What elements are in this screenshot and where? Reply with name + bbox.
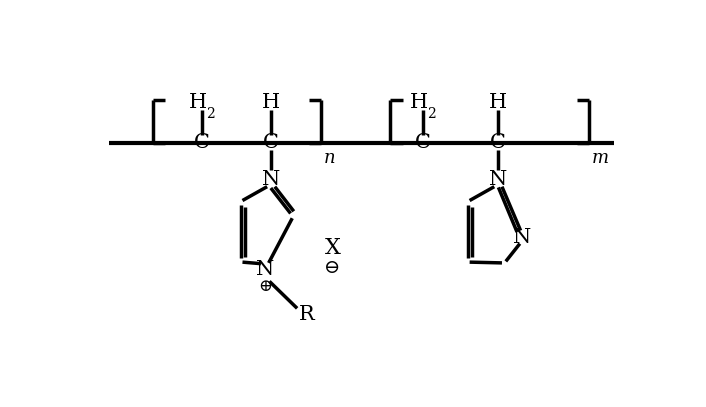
Text: N: N (513, 228, 531, 247)
Text: ⊖: ⊖ (324, 258, 341, 276)
Text: C: C (414, 133, 431, 152)
Text: R: R (299, 305, 314, 324)
Text: C: C (490, 133, 506, 152)
Text: 2: 2 (427, 107, 436, 120)
Text: N: N (262, 170, 280, 189)
Text: H: H (409, 93, 428, 112)
Text: ⊕: ⊕ (258, 278, 272, 295)
Text: N: N (489, 170, 507, 189)
Text: H: H (489, 93, 507, 112)
Text: H: H (262, 93, 280, 112)
Text: X: X (325, 237, 340, 259)
Text: n: n (324, 149, 336, 167)
Text: C: C (193, 133, 210, 152)
Text: C: C (263, 133, 279, 152)
Text: H: H (189, 93, 207, 112)
Text: 2: 2 (206, 107, 215, 120)
Text: N: N (256, 260, 274, 279)
Text: m: m (592, 149, 609, 167)
